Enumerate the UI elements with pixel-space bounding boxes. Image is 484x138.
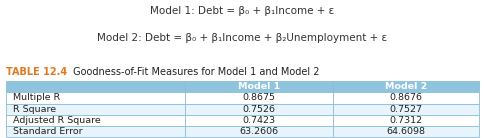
Bar	[333, 81, 478, 92]
Bar	[333, 104, 478, 115]
Bar	[6, 81, 185, 92]
Text: Standard Error: Standard Error	[13, 127, 83, 136]
Text: 63.2606: 63.2606	[239, 127, 278, 136]
Bar	[185, 104, 333, 115]
Bar	[6, 126, 185, 137]
Text: Model 2: Model 2	[384, 82, 426, 91]
Bar	[185, 115, 333, 126]
Text: 64.6098: 64.6098	[386, 127, 425, 136]
Text: R Square: R Square	[13, 104, 56, 114]
Bar	[333, 126, 478, 137]
Bar	[185, 81, 333, 92]
Text: 0.8676: 0.8676	[389, 93, 422, 103]
Text: Model 1: Debt = β₀ + β₁Income + ε: Model 1: Debt = β₀ + β₁Income + ε	[150, 6, 334, 15]
Text: Model 1: Model 1	[238, 82, 280, 91]
Text: Model 2: Debt = β₀ + β₁Income + β₂Unemployment + ε: Model 2: Debt = β₀ + β₁Income + β₂Unempl…	[97, 33, 387, 43]
Bar	[6, 115, 185, 126]
Bar	[333, 115, 478, 126]
Text: Goodness-of-Fit Measures for Model 1 and Model 2: Goodness-of-Fit Measures for Model 1 and…	[70, 67, 319, 77]
Bar	[6, 92, 185, 104]
Text: 0.7312: 0.7312	[389, 116, 422, 125]
Text: 0.7527: 0.7527	[389, 104, 422, 114]
Text: Multiple R: Multiple R	[13, 93, 60, 103]
Text: 0.7526: 0.7526	[242, 104, 275, 114]
Bar	[185, 92, 333, 104]
Bar	[185, 126, 333, 137]
Bar	[6, 104, 185, 115]
Text: 0.7423: 0.7423	[242, 116, 275, 125]
Text: Adjusted R Square: Adjusted R Square	[13, 116, 101, 125]
Text: TABLE 12.4: TABLE 12.4	[6, 67, 67, 77]
Bar	[333, 92, 478, 104]
Text: 0.8675: 0.8675	[242, 93, 275, 103]
